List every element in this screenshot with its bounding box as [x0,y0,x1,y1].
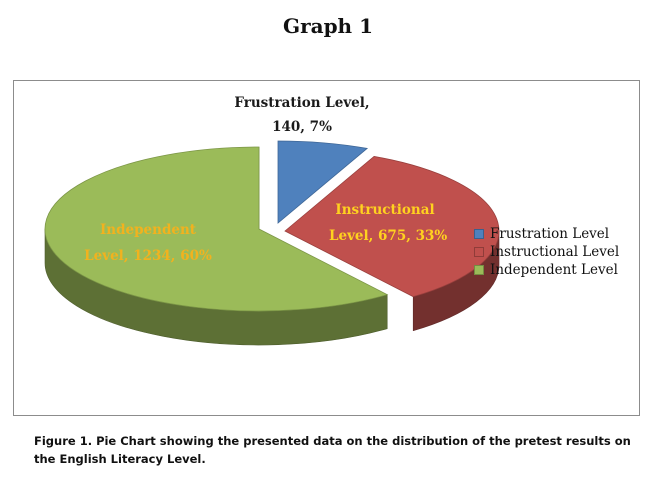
legend: Frustration Level Instructional Level In… [474,225,619,279]
data-label-independent-line2: Level, 1234, 60% [84,248,212,264]
legend-swatch-instructional [474,247,484,257]
legend-swatch-independent [474,265,484,275]
legend-label-instructional: Instructional Level [490,244,620,260]
legend-swatch-frustration [474,229,484,239]
page-title: Graph 1 [283,14,373,38]
pie-slice-instructional [284,156,500,298]
chart-area: Frustration Level, 140, 7% Instructional… [13,80,640,416]
pie-slice-frustration [277,140,368,224]
data-label-frustration: Frustration Level, 140, 7% [232,91,372,139]
data-label-frustration-line1: Frustration Level, [234,95,370,111]
figure-caption: Figure 1. Pie Chart showing the presente… [34,434,631,466]
data-label-instructional-line2: Level, 675, 33% [329,228,448,244]
data-label-independent-line1: Independent [99,222,197,238]
legend-item-frustration: Frustration Level [474,225,619,243]
data-label-frustration-line2: 140, 7% [272,119,332,135]
data-label-instructional: Instructional Level, 675, 33% [329,197,448,249]
pie-chart [44,140,500,346]
legend-item-independent: Independent Level [474,261,619,279]
legend-label-frustration: Frustration Level [490,226,610,242]
legend-label-independent: Independent Level [490,262,618,278]
legend-item-instructional: Instructional Level [474,243,619,261]
data-label-independent: Independent Level, 1234, 60% [82,217,214,269]
pie-slice-independent [44,146,389,312]
data-label-instructional-line1: Instructional [335,202,435,218]
